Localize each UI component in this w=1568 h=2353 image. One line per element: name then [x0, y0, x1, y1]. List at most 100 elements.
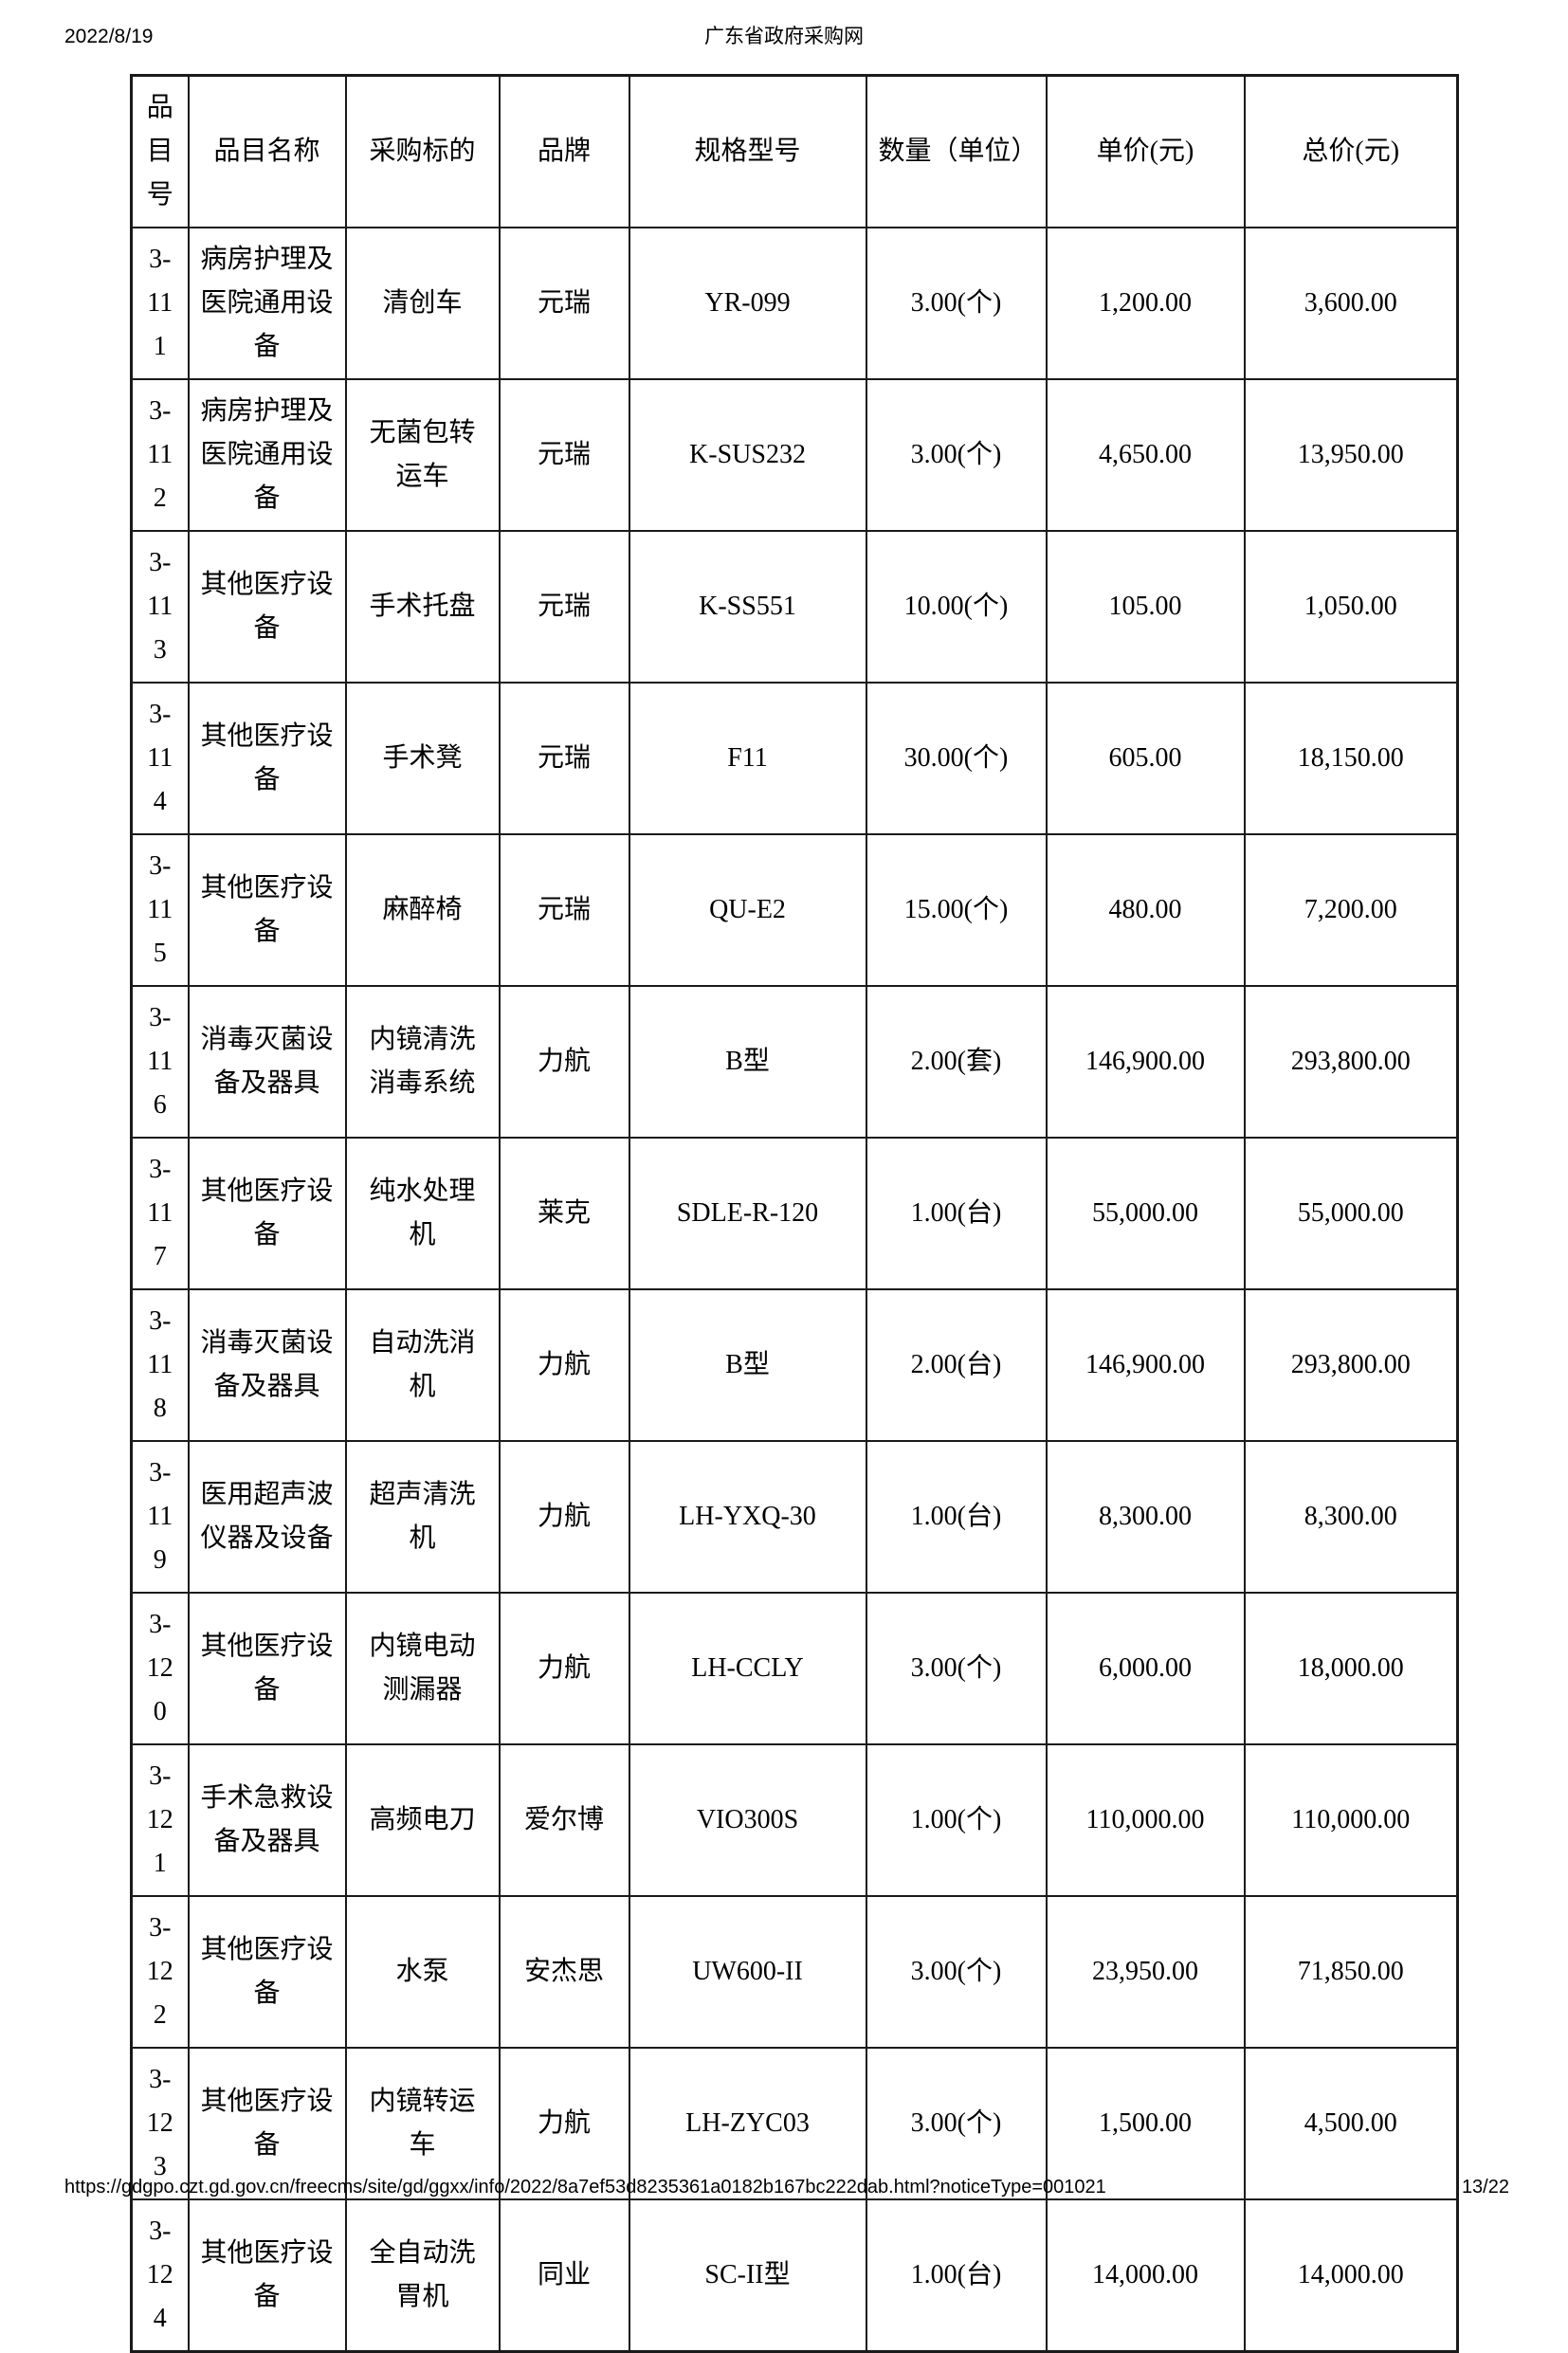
cell-model: K-SS551 — [628, 530, 867, 684]
cell-item-no: 3-117 — [130, 1137, 190, 1290]
cell-target: 内镜电动测漏器 — [344, 1592, 501, 1745]
cell-target: 水泵 — [344, 1895, 501, 2049]
cell-unit-price: 8,300.00 — [1045, 1440, 1246, 1594]
table-row: 3-122 其他医疗设备 水泵 安杰思 UW600-II 3.00(个) 23,… — [130, 1895, 1459, 2049]
table-row: 3-114 其他医疗设备 手术凳 元瑞 F11 30.00(个) 605.00 … — [130, 682, 1459, 835]
cell-model: B型 — [628, 1288, 867, 1442]
cell-brand: 元瑞 — [498, 227, 630, 380]
col-header-item-no: 品目号 — [130, 74, 190, 228]
cell-quantity: 2.00(套) — [865, 985, 1048, 1139]
col-header-item-name: 品目名称 — [187, 74, 347, 228]
cell-item-name: 病房护理及医院通用设备 — [187, 227, 347, 380]
cell-target: 超声清洗机 — [344, 1440, 501, 1594]
cell-quantity: 3.00(个) — [865, 227, 1048, 380]
cell-quantity: 1.00(台) — [865, 1137, 1048, 1290]
cell-unit-price: 1,500.00 — [1045, 2047, 1246, 2200]
cell-target: 麻醉椅 — [344, 833, 501, 987]
cell-unit-price: 1,200.00 — [1045, 227, 1246, 380]
cell-model: LH-CCLY — [628, 1592, 867, 1745]
cell-quantity: 3.00(个) — [865, 2047, 1048, 2200]
cell-unit-price: 4,650.00 — [1045, 378, 1246, 532]
cell-item-name: 医用超声波仪器及设备 — [187, 1440, 347, 1594]
cell-model: VIO300S — [628, 1743, 867, 1897]
cell-quantity: 3.00(个) — [865, 1592, 1048, 1745]
cell-item-name: 消毒灭菌设备及器具 — [187, 985, 347, 1139]
cell-total-price: 71,850.00 — [1243, 1895, 1459, 2049]
cell-item-no: 3-118 — [130, 1288, 190, 1442]
cell-target: 高频电刀 — [344, 1743, 501, 1897]
cell-model: K-SUS232 — [628, 378, 867, 532]
col-header-brand: 品牌 — [498, 74, 630, 228]
table-row: 3-124 其他医疗设备 全自动洗胃机 同业 SC-II型 1.00(台) 14… — [130, 2198, 1459, 2353]
cell-item-no: 3-119 — [130, 1440, 190, 1594]
cell-total-price: 14,000.00 — [1243, 2198, 1459, 2353]
print-header: 2022/8/19 广东省政府采购网 — [0, 0, 1568, 51]
cell-item-no: 3-116 — [130, 985, 190, 1139]
table-row: 3-115 其他医疗设备 麻醉椅 元瑞 QU-E2 15.00(个) 480.0… — [130, 833, 1459, 987]
cell-item-name: 其他医疗设备 — [187, 833, 347, 987]
cell-unit-price: 110,000.00 — [1045, 1743, 1246, 1897]
cell-quantity: 3.00(个) — [865, 378, 1048, 532]
cell-item-name: 其他医疗设备 — [187, 1895, 347, 2049]
cell-total-price: 8,300.00 — [1243, 1440, 1459, 1594]
cell-item-no: 3-123 — [130, 2047, 190, 2200]
cell-brand: 安杰思 — [498, 1895, 630, 2049]
cell-item-no: 3-112 — [130, 378, 190, 532]
cell-model: B型 — [628, 985, 867, 1139]
cell-unit-price: 480.00 — [1045, 833, 1246, 987]
cell-total-price: 293,800.00 — [1243, 1288, 1459, 1442]
table-row: 3-117 其他医疗设备 纯水处理机 莱克 SDLE-R-120 1.00(台)… — [130, 1137, 1459, 1290]
cell-item-no: 3-113 — [130, 530, 190, 684]
cell-target: 内镜清洗消毒系统 — [344, 985, 501, 1139]
cell-model: UW600-II — [628, 1895, 867, 2049]
col-header-target: 采购标的 — [344, 74, 501, 228]
cell-unit-price: 146,900.00 — [1045, 1288, 1246, 1442]
table-row: 3-118 消毒灭菌设备及器具 自动洗消机 力航 B型 2.00(台) 146,… — [130, 1288, 1459, 1442]
table-header-row: 品目号 品目名称 采购标的 品牌 规格型号 数量（单位） 单价(元) 总价(元) — [130, 74, 1459, 228]
print-date: 2022/8/19 — [64, 26, 154, 47]
cell-model: LH-YXQ-30 — [628, 1440, 867, 1594]
page-number: 13/22 — [1461, 2177, 1509, 2198]
cell-model: LH-ZYC03 — [628, 2047, 867, 2200]
table-row: 3-112 病房护理及医院通用设备 无菌包转运车 元瑞 K-SUS232 3.0… — [130, 378, 1459, 532]
table-row: 3-120 其他医疗设备 内镜电动测漏器 力航 LH-CCLY 3.00(个) … — [130, 1592, 1459, 1745]
procurement-items-table: 品目号 品目名称 采购标的 品牌 规格型号 数量（单位） 单价(元) 总价(元)… — [130, 74, 1459, 2353]
cell-brand: 爱尔博 — [498, 1743, 630, 1897]
cell-quantity: 15.00(个) — [865, 833, 1048, 987]
cell-target: 清创车 — [344, 227, 501, 380]
cell-target: 手术托盘 — [344, 530, 501, 684]
cell-model: F11 — [628, 682, 867, 835]
cell-total-price: 18,000.00 — [1243, 1592, 1459, 1745]
cell-quantity: 10.00(个) — [865, 530, 1048, 684]
cell-total-price: 7,200.00 — [1243, 833, 1459, 987]
cell-total-price: 4,500.00 — [1243, 2047, 1459, 2200]
cell-model: SC-II型 — [628, 2198, 867, 2353]
table-row: 3-119 医用超声波仪器及设备 超声清洗机 力航 LH-YXQ-30 1.00… — [130, 1440, 1459, 1594]
cell-item-no: 3-122 — [130, 1895, 190, 2049]
cell-total-price: 18,150.00 — [1243, 682, 1459, 835]
cell-quantity: 2.00(台) — [865, 1288, 1048, 1442]
cell-brand: 力航 — [498, 1288, 630, 1442]
cell-model: SDLE-R-120 — [628, 1137, 867, 1290]
cell-item-name: 其他医疗设备 — [187, 1137, 347, 1290]
table-header: 品目号 品目名称 采购标的 品牌 规格型号 数量（单位） 单价(元) 总价(元) — [130, 74, 1459, 228]
cell-item-name: 其他医疗设备 — [187, 530, 347, 684]
site-title: 广东省政府采购网 — [704, 26, 864, 47]
table-row: 3-123 其他医疗设备 内镜转运车 力航 LH-ZYC03 3.00(个) 1… — [130, 2047, 1459, 2200]
cell-item-no: 3-124 — [130, 2198, 190, 2353]
cell-brand: 莱克 — [498, 1137, 630, 1290]
cell-unit-price: 6,000.00 — [1045, 1592, 1246, 1745]
cell-target: 内镜转运车 — [344, 2047, 501, 2200]
cell-unit-price: 605.00 — [1045, 682, 1246, 835]
table-body: 3-111 病房护理及医院通用设备 清创车 元瑞 YR-099 3.00(个) … — [130, 227, 1459, 2353]
cell-brand: 同业 — [498, 2198, 630, 2353]
cell-item-name: 其他医疗设备 — [187, 682, 347, 835]
cell-brand: 元瑞 — [498, 378, 630, 532]
cell-total-price: 1,050.00 — [1243, 530, 1459, 684]
col-header-quantity: 数量（单位） — [865, 74, 1048, 228]
cell-brand: 力航 — [498, 1440, 630, 1594]
cell-target: 全自动洗胃机 — [344, 2198, 501, 2353]
print-footer: https://gdgpo.czt.gd.gov.cn/freecms/site… — [64, 2178, 1509, 2197]
cell-quantity: 1.00(个) — [865, 1743, 1048, 1897]
table-row: 3-116 消毒灭菌设备及器具 内镜清洗消毒系统 力航 B型 2.00(套) 1… — [130, 985, 1459, 1139]
